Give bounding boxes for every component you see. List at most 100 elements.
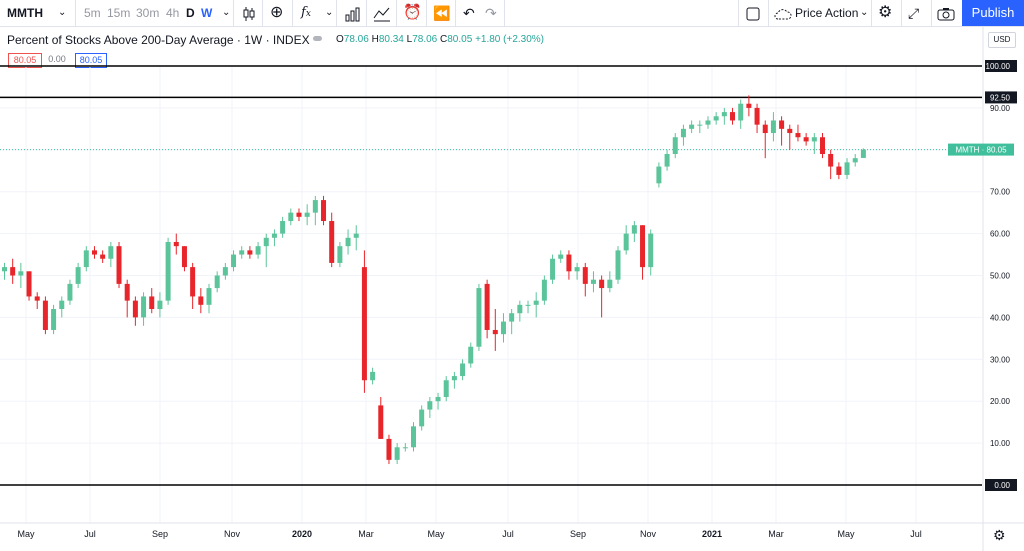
layout-square-icon[interactable] [746,0,760,26]
financials-bar-icon[interactable] [344,0,360,26]
candle-body [550,258,556,280]
candle-body [427,401,433,410]
candle-body [26,271,32,297]
candle-body [116,246,122,284]
undo-icon[interactable]: ↶ [463,5,475,21]
candle-body [713,116,719,121]
candle-body [10,267,16,276]
sell-price-box[interactable]: 80.05 [8,53,42,68]
candle-body [173,241,179,247]
price-tick-label: 90.00 [990,104,1011,113]
templates-icon[interactable] [373,0,391,26]
change-value: +1.80 (+2.30%) [475,34,544,45]
candle-body [149,296,155,310]
candle-body [165,241,171,301]
replay-icon[interactable]: ⏪ [433,5,451,21]
candle-body [492,329,498,335]
snapshot-camera-icon[interactable] [937,0,955,26]
interval-dropdown-icon[interactable]: ⌄ [222,7,231,18]
candles-icon-svg [243,6,255,21]
layout-dropdown-icon[interactable]: ⌄ [860,7,869,18]
time-tick-label: Sep [152,529,168,539]
candle-body [779,120,785,129]
grid-lines [0,66,982,523]
indicators-fx-icon[interactable]: fx [301,5,311,20]
candle-body [271,233,277,238]
candle-body [435,397,441,402]
chart-title: Percent of Stocks Above 200-Day Average … [7,33,310,47]
templates-icon-svg [373,7,390,22]
publish-button[interactable]: Publish [962,0,1024,26]
open-label: O [336,34,344,45]
buy-price-box[interactable]: 80.05 [75,53,107,68]
candles [2,95,866,465]
interval-w[interactable]: W [201,6,213,20]
candle-body [836,166,842,175]
symbol-dropdown-icon[interactable]: ⌄ [58,7,67,18]
open-value: 78.06 [343,34,369,45]
candle-body [582,267,588,284]
time-tick-label: May [837,529,855,539]
candle-body [590,279,596,284]
candle-body [697,124,703,126]
cloud-icon-svg [774,8,792,20]
interval-15m[interactable]: 15m [107,6,131,20]
candle-body [51,309,57,330]
candles-chart-type-icon[interactable] [241,0,257,26]
interval-30m[interactable]: 30m [136,6,160,20]
cloud-icon[interactable] [774,0,792,26]
bar-icon-svg [345,7,360,22]
interval-4h[interactable]: 4h [166,6,180,20]
candle-body [222,267,228,276]
currency-button[interactable]: USD [988,32,1016,48]
candle-body [730,112,736,121]
alert-clock-icon[interactable]: ⏰ [403,4,422,21]
candle-body [370,371,376,381]
interval-d[interactable]: D [186,6,195,20]
toolbar-divider [738,0,739,26]
symbol-search[interactable]: MMTH [7,6,43,20]
candle-body [247,250,253,255]
candle-body [566,254,572,272]
candle-body [59,300,65,310]
candle-body [721,112,727,117]
candle-body [206,288,212,305]
toolbar-divider [901,0,902,26]
candle-body [656,166,662,184]
candle-body [75,267,81,284]
layout-name[interactable]: Price Action [795,6,859,20]
price-tick-label: 70.00 [990,188,1011,197]
indicators-dropdown-icon[interactable]: ⌄ [325,7,334,18]
horizontal-line-price-tag [985,60,1017,72]
fullscreen-icon[interactable]: ⤢ [908,5,920,21]
candle-body [443,380,449,398]
time-tick-label: Mar [768,529,784,539]
axis-settings-gear-icon[interactable]: ⚙ [993,527,1006,543]
candle-body [460,363,466,377]
time-tick-label: Jul [910,529,922,539]
horizontal-line-price-label: 92.50 [990,93,1011,102]
candle-body [42,300,48,330]
compare-add-icon[interactable]: ⊕ [270,4,284,21]
toolbar-divider [262,0,263,26]
settings-gear-icon[interactable]: ⚙ [878,4,893,21]
horizontal-line-price-label: 100.00 [986,62,1011,71]
horizontal-line-price-tag [985,479,1017,491]
price-tick-label: 20.00 [990,397,1011,406]
price-tick-label: 50.00 [990,272,1011,281]
time-tick-label: Nov [640,529,657,539]
low-value: 78.06 [412,34,438,45]
close-value: 80.05 [447,34,473,45]
toolbar-divider [366,0,367,26]
square-icon-svg [746,7,760,21]
hide-series-icon[interactable] [313,36,322,41]
time-tick-label: May [427,529,445,539]
interval-5m[interactable]: 5m [84,6,101,20]
candle-body [705,120,711,125]
redo-icon[interactable]: ↷ [485,5,497,21]
candle-body [640,225,646,268]
time-tick-label: May [17,529,35,539]
candle-body [402,447,408,449]
horizontal-line-price-label: 0.00 [994,481,1010,490]
candle-body [231,254,237,268]
